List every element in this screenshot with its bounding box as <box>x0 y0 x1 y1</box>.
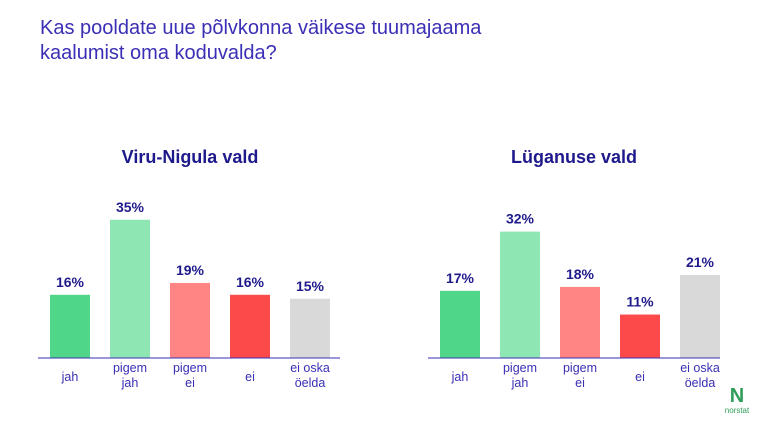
chart-1-category-label: jah <box>61 370 79 384</box>
chart-2-value-label: 32% <box>506 211 535 227</box>
chart-1-bar <box>50 294 90 358</box>
chart-1-value-label: 35% <box>116 199 145 215</box>
chart-1-category-label: pigem ei <box>173 361 207 390</box>
chart-1-value-label: 16% <box>56 274 85 290</box>
chart-1-value-label: 15% <box>296 278 325 294</box>
chart-2-category-label: jah <box>451 370 469 384</box>
chart-2-category-label: pigem jah <box>503 361 537 390</box>
chart-2-bar <box>500 231 540 358</box>
chart-2-bar <box>560 286 600 358</box>
chart-2-category-label-line: pigem <box>503 361 537 375</box>
chart-1-bar <box>290 298 330 358</box>
question-line-1: Kas pooldate uue põlvkonna väikese tuuma… <box>40 17 482 39</box>
chart-2-category-label-line: pigem <box>563 361 597 375</box>
norstat-logo-text: norstat <box>724 406 750 415</box>
chart-1-value-label: 19% <box>176 262 205 278</box>
chart-2-bar <box>620 314 660 358</box>
chart-2-category-label: ei <box>635 370 645 384</box>
chart-1-value-label: 16% <box>236 274 265 290</box>
chart-1-bar <box>230 294 270 358</box>
chart-2-category-label-line: jah <box>511 376 529 390</box>
chart-1-title: Viru-Nigula vald <box>122 147 259 167</box>
chart-1-category-label-line: öelda <box>295 376 326 390</box>
question-title: Kas pooldate uue põlvkonna väikese tuuma… <box>40 16 600 66</box>
chart-1-category-label-line: jah <box>121 376 139 390</box>
chart-2-value-label: 17% <box>446 270 475 286</box>
chart-1-category-label-line: ei <box>245 370 255 384</box>
chart-1-category-label: pigem jah <box>113 361 147 390</box>
chart-2-bar <box>440 290 480 358</box>
chart-2-bar <box>680 275 720 358</box>
chart-1-bar <box>110 219 150 358</box>
chart-1-category-label-line: pigem <box>113 361 147 375</box>
chart-1-category-label-line: pigem <box>173 361 207 375</box>
norstat-logo-mark: N <box>729 385 745 407</box>
chart-1-category-label: ei <box>245 370 255 384</box>
chart-1-category-label-line: ei oska <box>290 361 330 375</box>
chart-1-category-label-line: jah <box>61 370 79 384</box>
chart-2-category-label-line: öelda <box>685 376 716 390</box>
norstat-logo: N norstat <box>722 386 752 416</box>
chart-2-value-label: 11% <box>626 294 654 310</box>
chart-2-category-label-line: jah <box>451 370 469 384</box>
chart-2-category-label: ei oska öelda <box>680 361 720 390</box>
question-line-2: kaalumist oma koduvalda? <box>40 42 277 64</box>
chart-1-bar <box>170 282 210 358</box>
chart-1-category-label-line: ei <box>185 376 195 390</box>
chart-2-category-label: pigem ei <box>563 361 597 390</box>
chart-2-category-label-line: ei oska <box>680 361 720 375</box>
chart-2-value-label: 21% <box>686 254 715 270</box>
chart-1-category-label: ei oska öelda <box>290 361 330 390</box>
chart-2-category-label-line: ei <box>575 376 585 390</box>
chart-2-title: Lüganuse vald <box>511 147 637 167</box>
chart-2-value-label: 18% <box>566 266 595 282</box>
chart-2-category-label-line: ei <box>635 370 645 384</box>
